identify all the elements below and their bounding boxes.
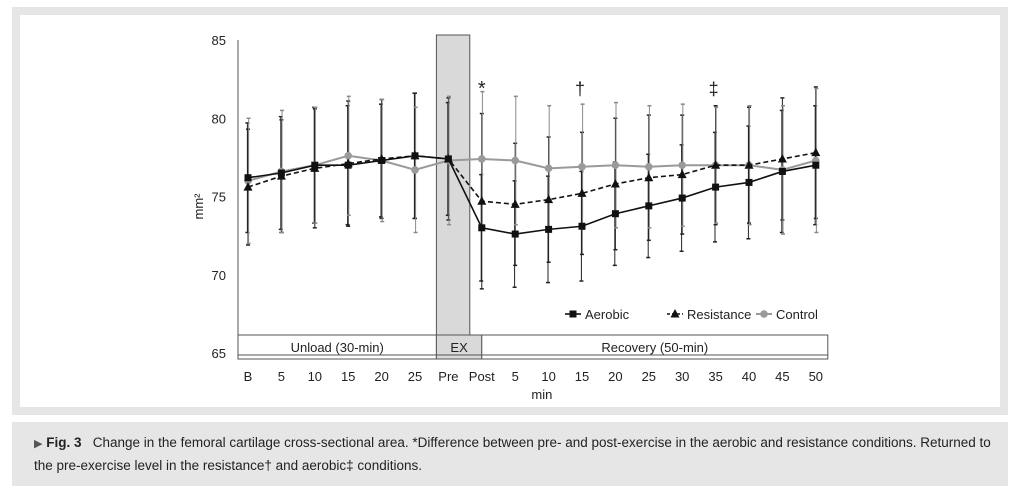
- data-point-aerobic: [545, 225, 553, 233]
- figure-panel: 65 70 75 80 85 mm² Unload (30-min) EX Recovery (…: [12, 7, 1008, 415]
- legend-label: Control: [776, 307, 818, 322]
- data-point-aerobic: [311, 161, 319, 169]
- x-tick-label: 15: [575, 369, 589, 384]
- data-point-control: [478, 155, 486, 163]
- data-point-control: [544, 164, 553, 173]
- significance-annotation: ‡: [709, 79, 719, 99]
- data-point-control: [645, 162, 653, 171]
- legend-marker: [670, 309, 680, 318]
- data-point-control: [578, 162, 586, 171]
- data-point-control: [611, 161, 620, 169]
- data-point-aerobic: [812, 161, 820, 169]
- x-tick-label: 20: [374, 369, 388, 384]
- x-axis-label: min: [531, 387, 552, 402]
- data-point-aerobic: [745, 178, 753, 186]
- data-point-control: [344, 152, 353, 160]
- y-tick-label: 65: [212, 346, 226, 361]
- data-point-resistance: [243, 182, 253, 191]
- phase-label: Recovery (50-min): [601, 340, 708, 355]
- legend-label: Aerobic: [585, 307, 630, 322]
- x-tick-label: 25: [408, 369, 422, 384]
- legend-marker: [760, 310, 768, 318]
- x-tick-label: 45: [775, 369, 789, 384]
- data-point-aerobic: [444, 155, 452, 163]
- x-tick-label: 50: [809, 369, 823, 384]
- x-tick-label: B: [244, 369, 253, 384]
- caption-text: Change in the femoral cartilage cross-se…: [34, 435, 991, 473]
- x-tick-label: 10: [308, 369, 322, 384]
- data-point-resistance: [544, 194, 554, 204]
- data-point-resistance: [744, 160, 754, 169]
- data-point-aerobic: [778, 167, 786, 175]
- caption-marker-icon: ▶: [34, 438, 43, 450]
- significance-annotation: *: [478, 78, 486, 100]
- data-point-aerobic: [678, 194, 686, 202]
- data-point-aerobic: [511, 230, 519, 238]
- data-point-resistance: [711, 160, 721, 169]
- legend-marker: [569, 310, 577, 318]
- data-point-control: [411, 166, 419, 174]
- data-point-resistance: [644, 172, 654, 182]
- x-tick-label: 15: [341, 369, 355, 384]
- series-line-control: [247, 154, 817, 182]
- data-point-aerobic: [378, 157, 386, 165]
- data-point-resistance: [677, 169, 687, 179]
- data-point-aerobic: [344, 161, 352, 169]
- data-point-aerobic: [478, 224, 486, 232]
- data-point-aerobic: [611, 210, 619, 218]
- significance-annotation: †: [575, 79, 585, 99]
- x-tick-label: 5: [512, 369, 519, 384]
- data-point-aerobic: [244, 174, 252, 182]
- data-point-aerobic: [578, 222, 586, 230]
- x-tick-label: 30: [675, 369, 689, 384]
- y-axis-label: mm²: [191, 193, 206, 220]
- phase-label: EX: [450, 340, 468, 355]
- data-point-aerobic: [411, 152, 419, 160]
- x-tick-label: 25: [642, 369, 656, 384]
- figure-caption: ▶ Fig. 3 Change in the femoral cartilage…: [34, 432, 994, 476]
- caption-panel: ▶ Fig. 3 Change in the femoral cartilage…: [12, 422, 1008, 486]
- data-point-resistance: [577, 188, 587, 197]
- data-point-aerobic: [277, 169, 285, 177]
- exercise-shaded-bar: [435, 34, 471, 354]
- phase-label: Unload (30-min): [291, 340, 384, 355]
- chart-area: 65 70 75 80 85 mm² Unload (30-min) EX Recovery (…: [20, 15, 1000, 407]
- y-tick-label: 75: [212, 190, 226, 205]
- data-point-resistance: [510, 199, 520, 208]
- data-point-control: [678, 161, 686, 169]
- data-point-resistance: [610, 178, 620, 188]
- legend-label: Resistance: [687, 307, 751, 322]
- series-line-aerobic: [247, 155, 816, 235]
- x-tick-label: 20: [608, 369, 622, 384]
- figure-label: Fig. 3: [46, 435, 82, 450]
- x-tick-label: 35: [708, 369, 722, 384]
- x-tick-label: 10: [541, 369, 555, 384]
- x-tick-label: Post: [469, 369, 495, 384]
- data-point-aerobic: [645, 202, 653, 210]
- data-point-resistance: [777, 153, 787, 163]
- x-tick-label: 5: [278, 369, 285, 384]
- y-tick-label: 85: [212, 33, 226, 48]
- data-point-aerobic: [712, 183, 720, 191]
- data-point-resistance: [811, 147, 821, 157]
- line-chart: 65 70 75 80 85 mm² Unload (30-min) EX Recovery (…: [191, 33, 829, 402]
- y-tick-label: 80: [212, 111, 226, 126]
- x-tick-label: 40: [742, 369, 756, 384]
- x-tick-label: Pre: [438, 369, 458, 384]
- data-point-control: [511, 156, 519, 165]
- data-point-resistance: [477, 196, 487, 205]
- y-tick-label: 70: [212, 268, 226, 283]
